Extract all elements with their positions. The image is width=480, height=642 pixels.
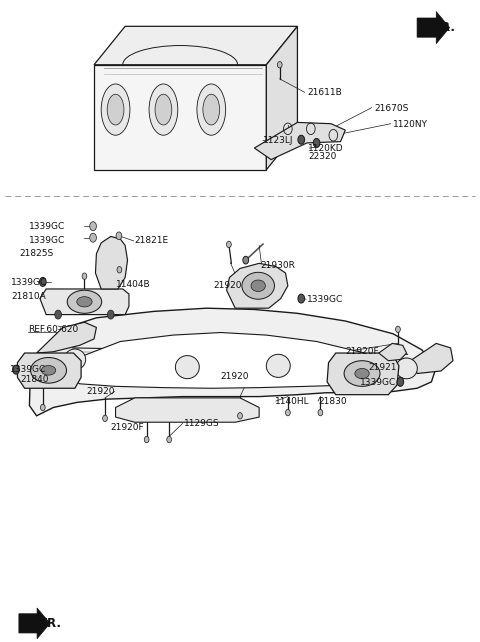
Ellipse shape [355, 369, 369, 379]
Circle shape [108, 310, 114, 319]
Ellipse shape [107, 94, 124, 125]
Text: 22320: 22320 [308, 152, 336, 161]
Ellipse shape [197, 84, 226, 135]
Ellipse shape [149, 84, 178, 135]
Text: 1140HL: 1140HL [275, 397, 309, 406]
Ellipse shape [175, 356, 199, 379]
Text: 21920: 21920 [220, 372, 248, 381]
Circle shape [227, 241, 231, 248]
Ellipse shape [101, 84, 130, 135]
Text: 21821E: 21821E [135, 236, 169, 245]
Text: 21920F: 21920F [345, 347, 379, 356]
Ellipse shape [344, 361, 380, 386]
Polygon shape [417, 12, 450, 44]
Text: 1339GC: 1339GC [307, 295, 343, 304]
Polygon shape [266, 26, 298, 170]
Polygon shape [19, 608, 50, 639]
Text: 21930R: 21930R [261, 261, 296, 270]
Text: 21920: 21920 [86, 387, 114, 396]
Text: 1339GC: 1339GC [29, 221, 66, 230]
Circle shape [12, 365, 19, 374]
Ellipse shape [41, 365, 56, 375]
Ellipse shape [64, 349, 85, 370]
Circle shape [55, 310, 61, 319]
Polygon shape [40, 289, 129, 315]
Circle shape [298, 294, 305, 303]
Text: 21920: 21920 [214, 281, 242, 290]
Ellipse shape [251, 280, 265, 291]
Text: 21670S: 21670S [374, 104, 408, 113]
Text: 1339GC: 1339GC [11, 278, 48, 287]
Text: 21920F: 21920F [111, 424, 144, 433]
Text: 21840: 21840 [21, 376, 49, 385]
Text: FR.: FR. [434, 21, 456, 34]
Text: 1120NY: 1120NY [393, 120, 428, 129]
Circle shape [313, 139, 320, 148]
Ellipse shape [31, 358, 67, 383]
Text: 1339GC: 1339GC [10, 365, 47, 374]
Text: 1120KD: 1120KD [308, 144, 344, 153]
Text: 21611B: 21611B [307, 89, 342, 98]
Text: 21921: 21921 [368, 363, 397, 372]
Circle shape [167, 437, 171, 443]
Text: 1339GC: 1339GC [360, 378, 396, 387]
Circle shape [144, 437, 149, 443]
Circle shape [103, 415, 108, 422]
Circle shape [117, 266, 122, 273]
Polygon shape [63, 333, 403, 388]
Ellipse shape [67, 290, 102, 313]
Polygon shape [379, 343, 407, 361]
Circle shape [40, 404, 45, 411]
Text: 1339GC: 1339GC [29, 236, 66, 245]
Circle shape [116, 232, 122, 239]
Circle shape [286, 410, 290, 416]
Polygon shape [29, 308, 436, 416]
Text: 1129GS: 1129GS [183, 419, 219, 428]
Text: 21810A: 21810A [11, 292, 46, 301]
Polygon shape [116, 398, 259, 422]
Ellipse shape [155, 94, 172, 125]
Polygon shape [94, 26, 298, 65]
Circle shape [82, 273, 87, 279]
Circle shape [39, 277, 46, 286]
Circle shape [397, 377, 404, 386]
Ellipse shape [242, 272, 275, 299]
Ellipse shape [203, 94, 220, 125]
Ellipse shape [77, 297, 92, 307]
Circle shape [277, 62, 282, 68]
Text: 1123LJ: 1123LJ [263, 136, 293, 145]
Circle shape [243, 256, 249, 264]
Circle shape [390, 349, 395, 355]
Circle shape [298, 135, 305, 144]
Circle shape [90, 233, 96, 242]
Polygon shape [412, 343, 453, 374]
Polygon shape [17, 353, 81, 388]
Polygon shape [254, 123, 345, 160]
Text: REF.60-620: REF.60-620 [28, 325, 79, 334]
Circle shape [90, 221, 96, 230]
Ellipse shape [396, 358, 417, 379]
Circle shape [238, 413, 242, 419]
Circle shape [318, 410, 323, 416]
Polygon shape [36, 322, 96, 353]
Text: 21830: 21830 [319, 397, 347, 406]
Polygon shape [94, 65, 266, 170]
Polygon shape [96, 236, 128, 289]
Text: 21825S: 21825S [19, 249, 53, 258]
Text: 11404B: 11404B [116, 280, 150, 289]
Circle shape [396, 326, 400, 333]
Text: FR.: FR. [40, 617, 62, 630]
Polygon shape [227, 263, 288, 308]
Polygon shape [327, 353, 399, 395]
Ellipse shape [266, 354, 290, 377]
